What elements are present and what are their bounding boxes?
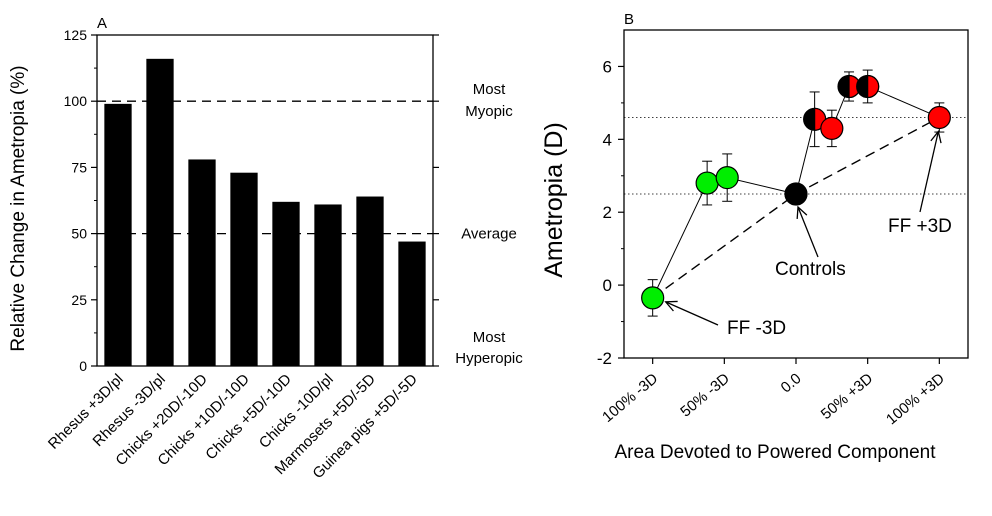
x-tick-label: 50% +3D (818, 370, 877, 423)
y-tick-label: 25 (71, 292, 87, 308)
panel-b: -2 0 2 4 6 100% -3D 50% -3D 0.0 50% +3D 100% +3D F… (540, 11, 969, 463)
data-point (715, 166, 739, 190)
annotation-arrow (665, 301, 719, 326)
bar (230, 172, 258, 366)
data-point-half (867, 74, 880, 99)
y-tick-label: 4 (603, 130, 612, 149)
annotation-controls: Controls (775, 259, 846, 280)
x-axis-label: Area Devoted to Powered Component (614, 442, 936, 463)
bar (356, 196, 384, 366)
x-tick-label: 0.0 (778, 370, 805, 396)
x-tick-label: 100% -3D (599, 370, 661, 426)
y-tick-label: 2 (603, 203, 612, 222)
bar (104, 103, 132, 367)
y-tick-label: 75 (71, 159, 87, 175)
ref-label-hyperopic-2: Hyperopic (455, 350, 523, 367)
y-tick-label: -2 (597, 349, 612, 368)
ref-label-myopic-2: Myopic (465, 103, 513, 120)
annotation-arrow-head (930, 130, 942, 144)
ref-label-average: Average (461, 226, 517, 243)
data-point (784, 182, 808, 206)
annotation-ff-plus: FF +3D (888, 216, 952, 237)
annotation-arrow (919, 131, 939, 213)
x-tick-label: Chicks -10D/pl (256, 371, 337, 452)
y-tick-label: 100 (64, 93, 88, 109)
panel-label-a: A (97, 15, 107, 32)
y-tick-label: 0 (603, 276, 612, 295)
ref-label-myopic-1: Most (473, 81, 506, 98)
bar (314, 204, 342, 366)
x-tick-label: 50% -3D (677, 370, 733, 421)
data-point (927, 105, 951, 130)
x-tick-label: 100% +3D (883, 370, 948, 428)
bar (272, 201, 300, 366)
bar (398, 241, 426, 366)
x-tick-label: Rhesus -3D/pl (90, 371, 169, 450)
annotation-arrow (797, 206, 819, 258)
y-tick-label: 50 (71, 226, 87, 242)
ref-label-hyperopic-1: Most (473, 329, 506, 346)
y-tick-label: 0 (79, 358, 87, 374)
y-tick-label: 6 (603, 57, 612, 76)
annotation-ff-minus: FF -3D (727, 318, 786, 339)
data-point (641, 286, 665, 310)
bar (146, 58, 174, 366)
y-tick-label: 125 (64, 27, 88, 43)
bar (188, 159, 216, 366)
panel-label-b: B (624, 11, 634, 28)
y-axis-label: Relative Change in Ametropia (%) (8, 65, 29, 351)
y-axis-label: Ametropia (D) (540, 122, 568, 278)
annotation-arrow-head (796, 205, 808, 220)
data-point (820, 116, 844, 140)
data-point (695, 171, 719, 195)
annotation-arrow-head (664, 300, 678, 312)
